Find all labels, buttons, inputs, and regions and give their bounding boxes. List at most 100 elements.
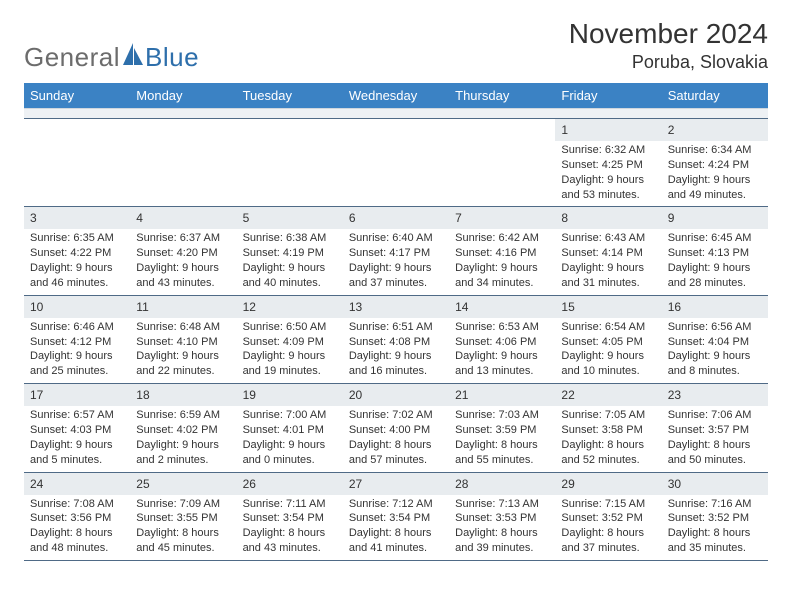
sunrise-line: Sunrise: 6:51 AM: [349, 320, 443, 335]
day-number-bar: 20: [343, 384, 449, 406]
sunrise-line: Sunrise: 6:57 AM: [30, 408, 124, 423]
daylight-line: Daylight: 8 hours: [136, 526, 230, 541]
daylight-line: Daylight: 8 hours: [349, 438, 443, 453]
calendar-cell: 2Sunrise: 6:34 AMSunset: 4:24 PMDaylight…: [662, 119, 768, 207]
daylight-line: Daylight: 9 hours: [243, 438, 337, 453]
day-number: 13: [349, 300, 362, 314]
daylight-line: and 34 minutes.: [455, 276, 549, 291]
weekday-header: Sunday: [24, 83, 130, 109]
calendar-cell: 29Sunrise: 7:15 AMSunset: 3:52 PMDayligh…: [555, 472, 661, 560]
day-number-bar: 6: [343, 207, 449, 229]
day-number: 12: [243, 300, 256, 314]
day-number: 4: [136, 211, 143, 225]
day-number: 25: [136, 477, 149, 491]
sunset-line: Sunset: 3:55 PM: [136, 511, 230, 526]
weekday-header-row: SundayMondayTuesdayWednesdayThursdayFrid…: [24, 83, 768, 109]
daylight-line: Daylight: 9 hours: [561, 349, 655, 364]
day-number-bar: 8: [555, 207, 661, 229]
daylight-line: Daylight: 9 hours: [455, 261, 549, 276]
day-details: Sunrise: 6:54 AMSunset: 4:05 PMDaylight:…: [555, 318, 661, 379]
sunrise-line: Sunrise: 6:37 AM: [136, 231, 230, 246]
calendar-table: SundayMondayTuesdayWednesdayThursdayFrid…: [24, 83, 768, 561]
day-number-bar: 12: [237, 296, 343, 318]
daylight-line: and 49 minutes.: [668, 188, 762, 203]
day-number: 3: [30, 211, 37, 225]
day-number-bar: 4: [130, 207, 236, 229]
daylight-line: Daylight: 9 hours: [561, 261, 655, 276]
day-number: 29: [561, 477, 574, 491]
sunrise-line: Sunrise: 6:38 AM: [243, 231, 337, 246]
day-details: Sunrise: 7:06 AMSunset: 3:57 PMDaylight:…: [662, 406, 768, 467]
day-number: 27: [349, 477, 362, 491]
day-details: Sunrise: 7:00 AMSunset: 4:01 PMDaylight:…: [237, 406, 343, 467]
sunset-line: Sunset: 4:03 PM: [30, 423, 124, 438]
day-number-bar: 9: [662, 207, 768, 229]
day-details: Sunrise: 6:40 AMSunset: 4:17 PMDaylight:…: [343, 229, 449, 290]
month-title: November 2024: [569, 18, 768, 50]
daylight-line: Daylight: 9 hours: [136, 261, 230, 276]
daylight-line: and 28 minutes.: [668, 276, 762, 291]
day-details: Sunrise: 7:08 AMSunset: 3:56 PMDaylight:…: [24, 495, 130, 556]
calendar-cell: 30Sunrise: 7:16 AMSunset: 3:52 PMDayligh…: [662, 472, 768, 560]
sunset-line: Sunset: 4:16 PM: [455, 246, 549, 261]
sunset-line: Sunset: 4:12 PM: [30, 335, 124, 350]
sunrise-line: Sunrise: 6:45 AM: [668, 231, 762, 246]
daylight-line: and 19 minutes.: [243, 364, 337, 379]
sunset-line: Sunset: 4:22 PM: [30, 246, 124, 261]
sunset-line: Sunset: 4:09 PM: [243, 335, 337, 350]
daylight-line: and 43 minutes.: [243, 541, 337, 556]
day-number: 14: [455, 300, 468, 314]
day-number: 15: [561, 300, 574, 314]
sunset-line: Sunset: 4:14 PM: [561, 246, 655, 261]
day-number: 7: [455, 211, 462, 225]
day-details: Sunrise: 6:59 AMSunset: 4:02 PMDaylight:…: [130, 406, 236, 467]
calendar-cell: 5Sunrise: 6:38 AMSunset: 4:19 PMDaylight…: [237, 207, 343, 295]
calendar-cell: 25Sunrise: 7:09 AMSunset: 3:55 PMDayligh…: [130, 472, 236, 560]
weekday-header: Saturday: [662, 83, 768, 109]
daylight-line: Daylight: 8 hours: [30, 526, 124, 541]
calendar-cell: 8Sunrise: 6:43 AMSunset: 4:14 PMDaylight…: [555, 207, 661, 295]
day-details: Sunrise: 7:11 AMSunset: 3:54 PMDaylight:…: [237, 495, 343, 556]
weekday-header: Monday: [130, 83, 236, 109]
day-number-bar: 27: [343, 473, 449, 495]
day-details: Sunrise: 6:57 AMSunset: 4:03 PMDaylight:…: [24, 406, 130, 467]
sunrise-line: Sunrise: 7:12 AM: [349, 497, 443, 512]
calendar-week-row: 3 Sunrise: 6:35 AMSunset: 4:22 PM Daylight…: [24, 207, 768, 295]
weekday-header: Tuesday: [237, 83, 343, 109]
daylight-line: and 10 minutes.: [561, 364, 655, 379]
sunrise-line: Sunrise: 7:05 AM: [561, 408, 655, 423]
day-number-bar: 5: [237, 207, 343, 229]
sunrise-line: Sunrise: 7:08 AM: [30, 497, 124, 512]
daylight-line: Daylight: 9 hours: [136, 438, 230, 453]
daylight-line: Daylight: 8 hours: [455, 526, 549, 541]
day-number: 5: [243, 211, 250, 225]
spacer-row: [24, 109, 768, 119]
header: General Blue November 2024 Poruba, Slova…: [24, 18, 768, 73]
sunrise-line: Sunrise: 6:46 AM: [30, 320, 124, 335]
sunrise-line: Sunrise: 7:06 AM: [668, 408, 762, 423]
calendar-cell: 4Sunrise: 6:37 AMSunset: 4:20 PMDaylight…: [130, 207, 236, 295]
daylight-line: and 55 minutes.: [455, 453, 549, 468]
day-details: Sunrise: 6:46 AMSunset: 4:12 PMDaylight:…: [24, 318, 130, 379]
calendar-cell: 23Sunrise: 7:06 AMSunset: 3:57 PMDayligh…: [662, 384, 768, 472]
day-number: 8: [561, 211, 568, 225]
sunset-line: Sunset: 4:19 PM: [243, 246, 337, 261]
daylight-line: and 35 minutes.: [668, 541, 762, 556]
sunset-line: Sunset: 4:00 PM: [349, 423, 443, 438]
day-number-bar: 13: [343, 296, 449, 318]
sunset-line: Sunset: 4:25 PM: [561, 158, 655, 173]
sunrise-line: Sunrise: 7:02 AM: [349, 408, 443, 423]
calendar-cell: 28Sunrise: 7:13 AMSunset: 3:53 PMDayligh…: [449, 472, 555, 560]
daylight-line: Daylight: 9 hours: [243, 349, 337, 364]
weekday-header: Wednesday: [343, 83, 449, 109]
daylight-line: and 16 minutes.: [349, 364, 443, 379]
calendar-cell: [24, 119, 130, 207]
sunset-line: Sunset: 3:54 PM: [243, 511, 337, 526]
day-number: 17: [30, 388, 43, 402]
weekday-header: Thursday: [449, 83, 555, 109]
sunrise-line: Sunrise: 6:32 AM: [561, 143, 655, 158]
daylight-line: and 8 minutes.: [668, 364, 762, 379]
day-details: Sunrise: 6:50 AMSunset: 4:09 PMDaylight:…: [237, 318, 343, 379]
sunset-line: Sunset: 4:01 PM: [243, 423, 337, 438]
sunrise-line: Sunrise: 6:35 AM: [30, 231, 124, 246]
